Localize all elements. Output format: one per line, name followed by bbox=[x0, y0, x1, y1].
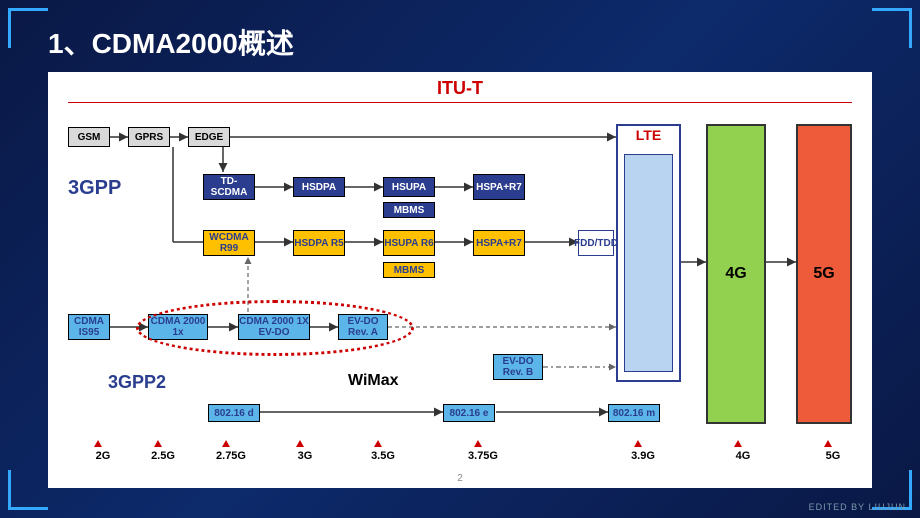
header-rule bbox=[68, 102, 852, 103]
page-number: 2 bbox=[457, 473, 463, 484]
label-wimax: WiMax bbox=[348, 372, 399, 390]
node-5g: 5G bbox=[796, 124, 852, 424]
corner-tr bbox=[872, 8, 912, 48]
corner-tl bbox=[8, 8, 48, 48]
lte-label: LTE bbox=[616, 127, 681, 143]
node-evdob: EV-DO Rev. B bbox=[493, 354, 543, 380]
slide-title: 1、CDMA2000概述 bbox=[48, 22, 294, 62]
gen-marker bbox=[154, 440, 162, 447]
gen-marker bbox=[634, 440, 642, 447]
gen-label: 5G bbox=[818, 450, 848, 462]
node-hspa2: HSPA+R7 bbox=[473, 230, 525, 256]
node-80216d: 802.16 d bbox=[208, 404, 260, 422]
node-mbms2: MBMS bbox=[383, 262, 435, 278]
node-gprs: GPRS bbox=[128, 127, 170, 147]
node-80216m: 802.16 m bbox=[608, 404, 660, 422]
gen-label: 3.9G bbox=[628, 450, 658, 462]
gen-marker bbox=[824, 440, 832, 447]
gen-marker bbox=[296, 440, 304, 447]
gen-label: 3.75G bbox=[468, 450, 498, 462]
node-edge: EDGE bbox=[188, 127, 230, 147]
fdd-label: FDD/TDD bbox=[578, 230, 614, 256]
node-hsupa1: HSUPA bbox=[383, 177, 435, 197]
fdd-tdd bbox=[624, 154, 673, 372]
gen-marker bbox=[374, 440, 382, 447]
label-3gpp: 3GPP bbox=[68, 177, 121, 200]
gen-label: 2G bbox=[88, 450, 118, 462]
gen-label: 2.5G bbox=[148, 450, 178, 462]
gen-marker bbox=[734, 440, 742, 447]
node-hsupa2: HSUPA R6 bbox=[383, 230, 435, 256]
gen-marker bbox=[222, 440, 230, 447]
gen-label: 4G bbox=[728, 450, 758, 462]
corner-bl bbox=[8, 470, 48, 510]
label-3gpp2: 3GPP2 bbox=[108, 372, 166, 393]
gen-label: 3.5G bbox=[368, 450, 398, 462]
node-80216e: 802.16 e bbox=[443, 404, 495, 422]
node-hsdpa1: HSDPA bbox=[293, 177, 345, 197]
gen-marker bbox=[94, 440, 102, 447]
node-hsdpa2: HSDPA R5 bbox=[293, 230, 345, 256]
node-tdscdma: TD-SCDMA bbox=[203, 174, 255, 200]
itu-header: ITU-T bbox=[48, 78, 872, 99]
node-gsm: GSM bbox=[68, 127, 110, 147]
node-4g: 4G bbox=[706, 124, 766, 424]
gen-label: 3G bbox=[290, 450, 320, 462]
node-wcdma: WCDMA R99 bbox=[203, 230, 255, 256]
gen-marker bbox=[474, 440, 482, 447]
credit-text: EDITED BY LIUJUN bbox=[809, 502, 906, 512]
node-cdma95: CDMA IS95 bbox=[68, 314, 110, 340]
diagram-panel: ITU-T 3GPP 3GPP2 WiMax bbox=[48, 72, 872, 488]
node-hspa1: HSPA+R7 bbox=[473, 174, 525, 200]
node-mbms1: MBMS bbox=[383, 202, 435, 218]
gen-label: 2.75G bbox=[216, 450, 246, 462]
highlight-ellipse bbox=[136, 300, 414, 356]
